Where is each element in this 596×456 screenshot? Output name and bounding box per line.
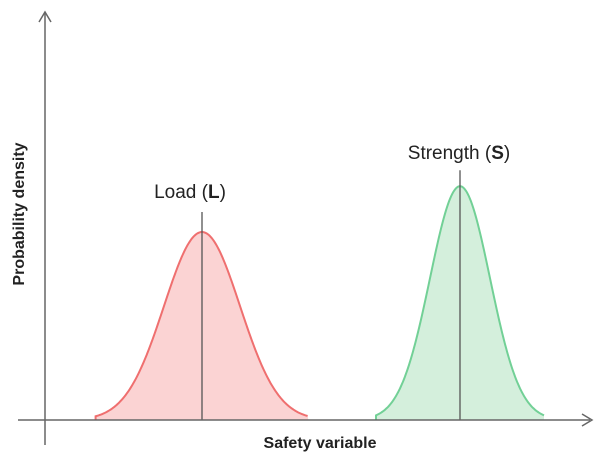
- load-label: Load (L): [154, 182, 226, 203]
- y-axis-arrowhead: [38, 10, 52, 23]
- x-axis-title: Safety variable: [264, 435, 377, 452]
- curves-layer: [94, 170, 545, 420]
- x-axis-arrowhead: [581, 413, 594, 427]
- strength-label: Strength (S): [408, 143, 510, 164]
- y-axis-title: Probability density: [11, 142, 28, 285]
- load-distribution-curve: [94, 231, 308, 420]
